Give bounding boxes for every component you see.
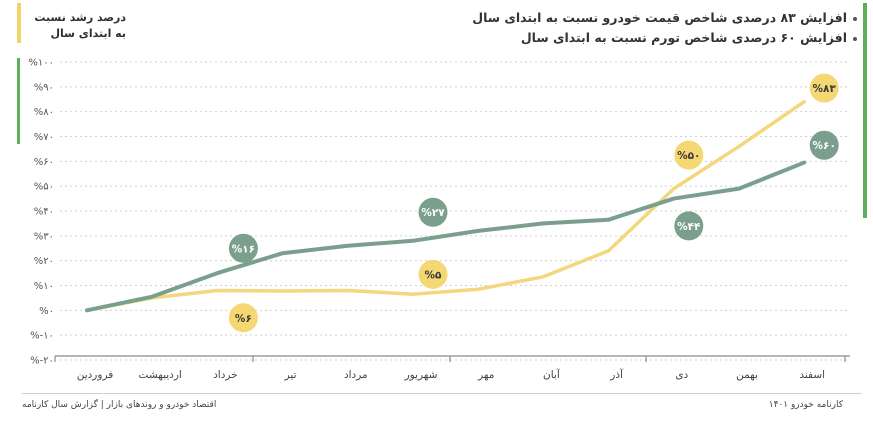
- y-tick-label: %۰: [39, 306, 54, 317]
- bullet-icon: [853, 36, 857, 41]
- series-line-inflation: [85, 160, 807, 313]
- axis-layer: %۱۰۰ %۹۰ %۸۰ %۷۰ %۶۰ %۵۰ %۴۰ %۳۰ %۲۰ %۱۰ %۰ %-۱۰ %-۲…: [28, 58, 850, 381]
- y-tick-label: %۶۰: [34, 157, 54, 168]
- value-bubble-label: %۵: [425, 269, 443, 281]
- value-bubble: %۵۰: [674, 140, 704, 170]
- value-bubble-label: %۶۰: [813, 140, 836, 152]
- annotation-layer: %۶ %۵ %۵۰ %۸۳ %۱۶ %۲۷ %۴۴ %۶۰: [228, 73, 839, 333]
- accent-bar-right: [863, 3, 867, 218]
- x-tick-label: دی: [675, 369, 688, 381]
- y-tick-label: %۸۰: [34, 107, 54, 118]
- value-bubble: %۴۴: [674, 211, 704, 241]
- value-bubble-label: %۶: [235, 313, 252, 325]
- y-tick-label: %۵۰: [34, 182, 54, 193]
- y-tick-label: %۳۰: [34, 231, 54, 242]
- value-bubble-circle: [674, 140, 704, 170]
- y-tick-label: %۱۰۰: [28, 58, 54, 69]
- accent-bar-left: [17, 3, 21, 43]
- value-bubble-circle: [418, 259, 448, 289]
- value-bubble: %۵: [418, 259, 448, 289]
- x-tick-label: بهمن: [736, 369, 758, 381]
- x-tick-label: مهر: [477, 369, 494, 381]
- value-bubble-label: %۲۷: [421, 207, 445, 219]
- x-tick-label: اردیبهشت: [139, 369, 182, 381]
- legend-label-inflation: افزایش ۶۰ درصدی شاخص تورم نسبت به ابتدای…: [520, 30, 847, 45]
- value-bubble: %۶: [228, 303, 258, 333]
- footer-brand: کارنامه خودرو ۱۴۰۱: [768, 400, 843, 410]
- legend-label-car-price: افزایش ۸۳ درصدی شاخص قیمت خودرو نسبت به …: [472, 10, 847, 25]
- value-bubble-circle: [228, 303, 258, 333]
- accent-bar-left-green: [17, 58, 20, 144]
- y-tick-label: %۴۰: [34, 207, 54, 218]
- value-bubble-label: %۱۶: [232, 243, 255, 255]
- value-bubble-label: %۴۴: [677, 221, 701, 233]
- x-tick-label: آبان: [543, 368, 561, 381]
- value-bubble-circle: [674, 211, 704, 241]
- y-axis-title: درصد رشد نسبت به ابتدای سال: [30, 10, 126, 42]
- y-axis-title-line2: به ابتدای سال: [50, 27, 126, 40]
- value-bubble-circle: [809, 130, 839, 160]
- value-bubble-circle: [418, 197, 448, 227]
- legend: افزایش ۸۳ درصدی شاخص قیمت خودرو نسبت به …: [472, 8, 857, 48]
- x-tick-label: مرداد: [344, 369, 368, 381]
- y-tick-label: %۹۰: [34, 82, 54, 93]
- value-bubble: %۸۳: [809, 73, 839, 103]
- value-bubble-circle: [809, 73, 839, 103]
- y-tick-label: %۱۰: [34, 281, 54, 292]
- x-tick-label: تیر: [284, 369, 297, 381]
- legend-item-inflation: افزایش ۶۰ درصدی شاخص تورم نسبت به ابتدای…: [472, 28, 857, 48]
- y-tick-label: %۷۰: [34, 132, 54, 143]
- series-line-car-price: [85, 99, 806, 313]
- x-tick-label: خرداد: [213, 369, 238, 381]
- y-axis-title-line1: درصد رشد نسبت: [34, 11, 126, 24]
- value-bubble: %۲۷: [418, 197, 448, 227]
- value-bubble-label: %۵۰: [677, 150, 700, 162]
- footer-divider: [22, 393, 862, 394]
- x-tick-label: آذر: [609, 368, 624, 381]
- x-tick-label: فروردین: [77, 369, 114, 381]
- y-tick-label: %۲۰: [34, 256, 54, 267]
- value-bubble: %۱۶: [228, 233, 258, 263]
- bullet-icon: [853, 16, 857, 21]
- value-bubble-circle: [228, 233, 258, 263]
- footer-source: اقتصاد خودرو و روندهای بازار | گزارش سال…: [22, 400, 217, 410]
- y-tick-label: %-۲۰: [30, 356, 54, 367]
- series-layer: [85, 99, 807, 313]
- value-bubble-label: %۸۳: [813, 83, 837, 95]
- x-tick-label: شهریور: [404, 369, 438, 381]
- y-tick-label: %-۱۰: [30, 331, 54, 342]
- legend-item-car-price: افزایش ۸۳ درصدی شاخص قیمت خودرو نسبت به …: [472, 8, 857, 28]
- grid-layer: [60, 61, 850, 361]
- value-bubble: %۶۰: [809, 130, 839, 160]
- x-tick-label: اسفند: [799, 369, 825, 381]
